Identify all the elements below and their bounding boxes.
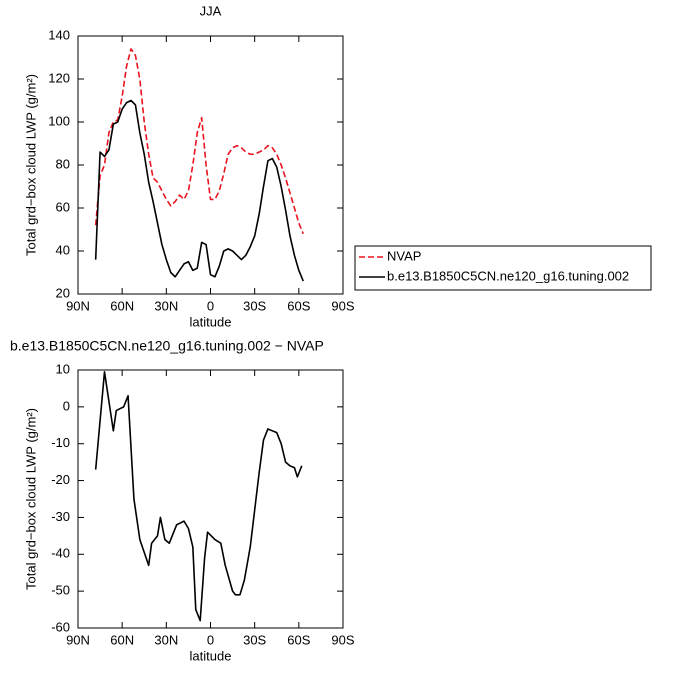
x-tick-label: 60S bbox=[287, 298, 310, 313]
x-tick-label: 90N bbox=[66, 632, 90, 647]
y-tick-label: -40 bbox=[51, 546, 70, 561]
y-tick-label: 0 bbox=[63, 398, 70, 413]
y-tick-label: 10 bbox=[56, 361, 70, 376]
legend-label: b.e13.B1850C5CN.ne120_g16.tuning.002 bbox=[387, 268, 629, 283]
plot-frame bbox=[77, 369, 344, 629]
x-tick-label: 90S bbox=[331, 298, 354, 313]
y-axis-label: Total grd−box cloud LWP (g/m²) bbox=[23, 408, 38, 590]
series-line bbox=[94, 48, 304, 235]
x-tick-label: 0 bbox=[207, 298, 214, 313]
y-tick-label: 120 bbox=[48, 70, 70, 85]
x-tick-label: 60N bbox=[110, 632, 134, 647]
x-axis-label: latitude bbox=[190, 314, 232, 329]
y-tick-label: -20 bbox=[51, 472, 70, 487]
x-tick-label: 0 bbox=[207, 632, 214, 647]
y-tick-label: 100 bbox=[48, 113, 70, 128]
x-axis-label: latitude bbox=[190, 648, 232, 663]
y-tick-label: -60 bbox=[51, 619, 70, 634]
y-tick-label: -10 bbox=[51, 435, 70, 450]
x-tick-label: 30S bbox=[243, 298, 266, 313]
y-tick-label: 80 bbox=[56, 156, 70, 171]
chart-title: JJA bbox=[200, 3, 222, 18]
x-tick-label: 30S bbox=[243, 632, 266, 647]
y-tick-label: 20 bbox=[56, 285, 70, 300]
legend-label: NVAP bbox=[387, 248, 421, 263]
series-line bbox=[94, 371, 303, 622]
legend-box bbox=[354, 245, 652, 291]
x-tick-label: 60S bbox=[287, 632, 310, 647]
series-line bbox=[94, 99, 304, 282]
y-axis-label: Total grd−box cloud LWP (g/m²) bbox=[23, 74, 38, 256]
y-tick-label: 60 bbox=[56, 199, 70, 214]
plot-frame bbox=[77, 35, 344, 295]
chart-title: b.e13.B1850C5CN.ne120_g16.tuning.002 − N… bbox=[10, 338, 324, 354]
x-tick-label: 90S bbox=[331, 632, 354, 647]
y-tick-label: 40 bbox=[56, 242, 70, 257]
x-tick-label: 60N bbox=[110, 298, 134, 313]
x-tick-label: 30N bbox=[154, 298, 178, 313]
y-tick-label: -50 bbox=[51, 583, 70, 598]
y-tick-label: -30 bbox=[51, 509, 70, 524]
x-tick-label: 90N bbox=[66, 298, 90, 313]
x-tick-label: 30N bbox=[154, 632, 178, 647]
y-tick-label: 140 bbox=[48, 27, 70, 42]
